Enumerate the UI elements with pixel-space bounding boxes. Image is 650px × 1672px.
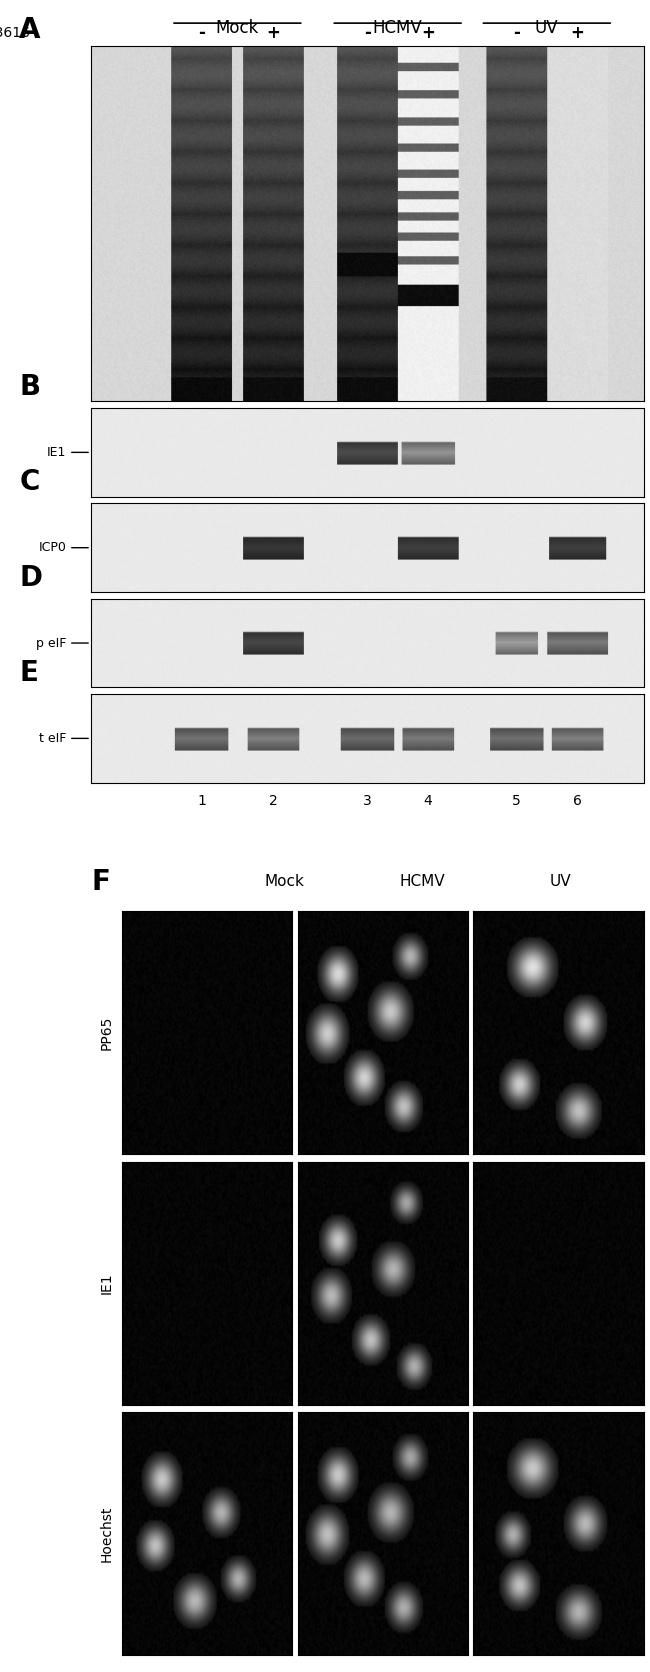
Text: +: + <box>570 23 584 42</box>
Text: 6: 6 <box>573 794 582 808</box>
Text: -: - <box>513 23 520 42</box>
Text: IE1: IE1 <box>100 1272 114 1294</box>
Text: IE1: IE1 <box>47 446 66 458</box>
Text: UV: UV <box>550 874 571 890</box>
Text: 5: 5 <box>512 794 521 808</box>
Text: Mock: Mock <box>265 874 304 890</box>
Text: B: B <box>20 373 40 401</box>
Text: -: - <box>364 23 370 42</box>
Text: R3616: R3616 <box>0 27 31 40</box>
Text: E: E <box>20 659 38 687</box>
Text: 1: 1 <box>197 794 206 808</box>
Text: t eIF: t eIF <box>39 732 66 746</box>
Text: 4: 4 <box>424 794 432 808</box>
Text: 3: 3 <box>363 794 372 808</box>
Text: -: - <box>198 23 205 42</box>
Text: PP65: PP65 <box>100 1015 114 1050</box>
Text: +: + <box>266 23 280 42</box>
Text: Hoechst: Hoechst <box>100 1506 114 1562</box>
Text: p eIF: p eIF <box>36 637 66 649</box>
Text: +: + <box>421 23 435 42</box>
Text: Mock: Mock <box>216 18 259 37</box>
Text: F: F <box>91 868 110 896</box>
Text: HCMV: HCMV <box>372 18 423 37</box>
Text: D: D <box>20 563 42 592</box>
Text: UV: UV <box>535 18 558 37</box>
Text: C: C <box>20 468 40 497</box>
Text: A: A <box>20 15 41 43</box>
Text: ICP0: ICP0 <box>38 542 66 553</box>
Text: HCMV: HCMV <box>400 874 445 890</box>
Text: 2: 2 <box>269 794 278 808</box>
